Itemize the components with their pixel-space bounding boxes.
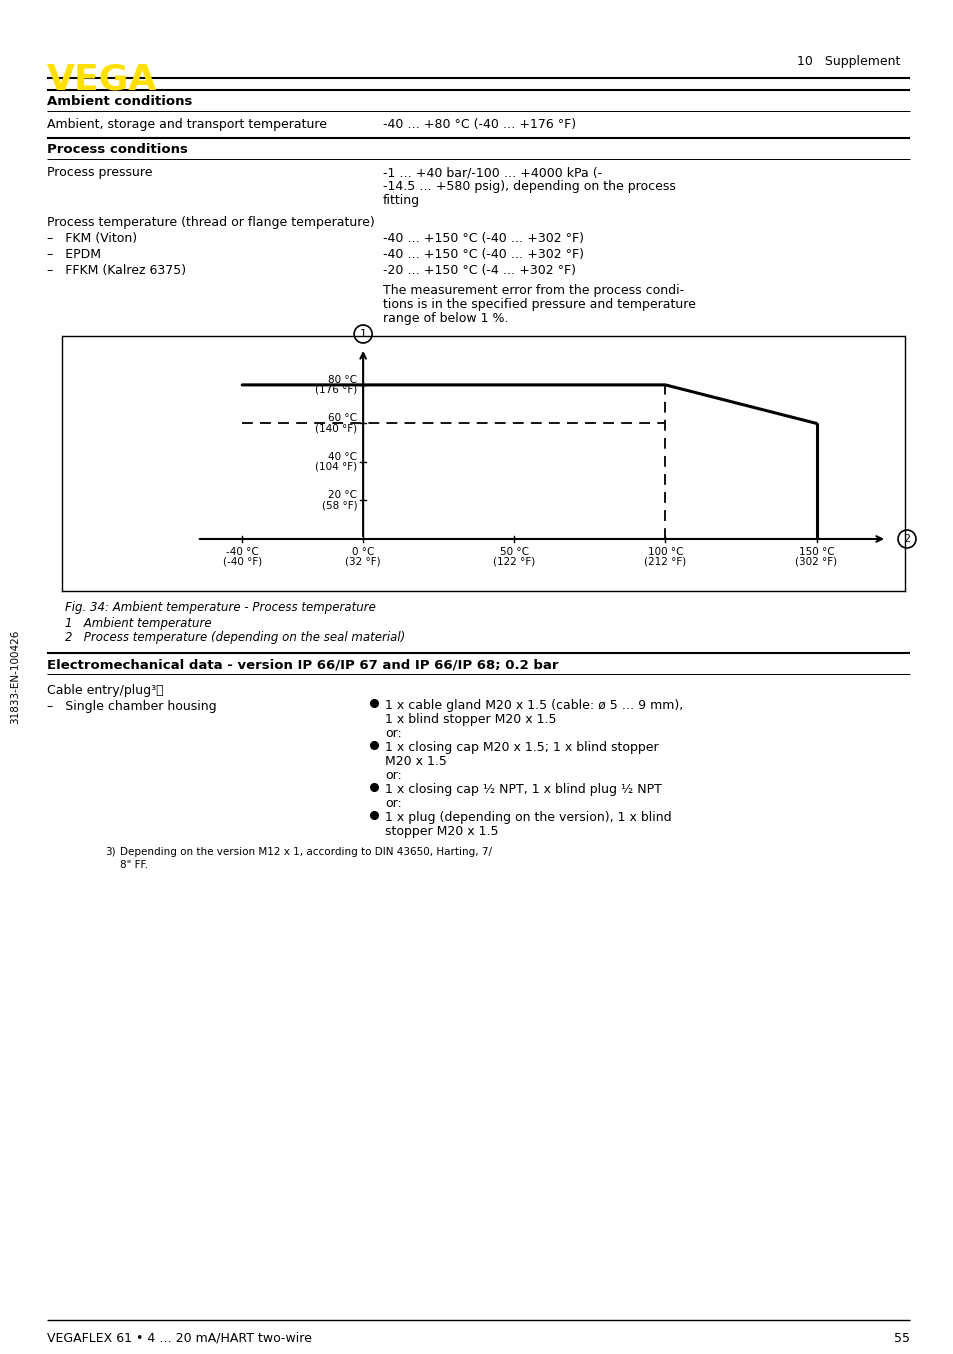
Text: 31833-EN-100426: 31833-EN-100426 [10, 630, 20, 724]
Text: -40 … +80 °C (-40 … +176 °F): -40 … +80 °C (-40 … +176 °F) [382, 118, 576, 131]
Text: fitting: fitting [382, 194, 419, 207]
Text: 1: 1 [359, 329, 366, 338]
Text: 100 °C: 100 °C [647, 547, 682, 556]
Text: 0 °C: 0 °C [352, 547, 374, 556]
Text: VEGA: VEGA [47, 62, 157, 96]
Text: (212 °F): (212 °F) [643, 556, 686, 567]
Text: or:: or: [385, 798, 401, 810]
Text: Fig. 34: Ambient temperature - Process temperature: Fig. 34: Ambient temperature - Process t… [65, 601, 375, 613]
Text: (-40 °F): (-40 °F) [222, 556, 261, 567]
Text: tions is in the specified pressure and temperature: tions is in the specified pressure and t… [382, 298, 695, 311]
Text: (58 °F): (58 °F) [321, 501, 356, 510]
Text: Process conditions: Process conditions [47, 144, 188, 156]
Text: -40 °C: -40 °C [226, 547, 258, 556]
Text: or:: or: [385, 769, 401, 783]
Text: (302 °F): (302 °F) [795, 556, 837, 567]
Text: 80 °C: 80 °C [328, 375, 356, 385]
Text: -1 … +40 bar/-100 … +4000 kPa (-: -1 … +40 bar/-100 … +4000 kPa (- [382, 167, 601, 179]
Text: (176 °F): (176 °F) [314, 385, 356, 395]
Text: 20 °C: 20 °C [328, 490, 356, 501]
Text: 1   Ambient temperature: 1 Ambient temperature [65, 617, 212, 630]
Text: M20 x 1.5: M20 x 1.5 [385, 756, 446, 768]
Text: 2   Process temperature (depending on the seal material): 2 Process temperature (depending on the … [65, 631, 405, 645]
Text: 1 x cable gland M20 x 1.5 (cable: ø 5 … 9 mm),: 1 x cable gland M20 x 1.5 (cable: ø 5 … … [385, 699, 682, 712]
Text: (122 °F): (122 °F) [493, 556, 535, 567]
Text: –   Single chamber housing: – Single chamber housing [47, 700, 216, 714]
Text: Process pressure: Process pressure [47, 167, 152, 179]
Text: Electromechanical data - version IP 66/IP 67 and IP 66/IP 68; 0.2 bar: Electromechanical data - version IP 66/I… [47, 658, 558, 672]
Text: 1 x plug (depending on the version), 1 x blind: 1 x plug (depending on the version), 1 x… [385, 811, 671, 825]
Text: 3): 3) [105, 848, 115, 857]
Text: 10   Supplement: 10 Supplement [796, 56, 899, 69]
Text: range of below 1 %.: range of below 1 %. [382, 311, 508, 325]
Text: Depending on the version M12 x 1, according to DIN 43650, Harting, 7/: Depending on the version M12 x 1, accord… [120, 848, 492, 857]
Text: 8" FF.: 8" FF. [120, 860, 148, 871]
Text: stopper M20 x 1.5: stopper M20 x 1.5 [385, 825, 498, 838]
Text: (104 °F): (104 °F) [314, 462, 356, 473]
Text: (140 °F): (140 °F) [314, 424, 356, 433]
Text: 40 °C: 40 °C [328, 452, 356, 462]
Text: -14.5 … +580 psig), depending on the process: -14.5 … +580 psig), depending on the pro… [382, 180, 675, 194]
Text: 2: 2 [902, 533, 909, 544]
Text: 50 °C: 50 °C [499, 547, 528, 556]
Text: 1 x closing cap M20 x 1.5; 1 x blind stopper: 1 x closing cap M20 x 1.5; 1 x blind sto… [385, 741, 658, 754]
Text: –   EPDM: – EPDM [47, 248, 101, 261]
Text: –   FKM (Viton): – FKM (Viton) [47, 232, 137, 245]
Text: Ambient, storage and transport temperature: Ambient, storage and transport temperatu… [47, 118, 327, 131]
Text: 60 °C: 60 °C [328, 413, 356, 424]
Text: 1 x closing cap ½ NPT, 1 x blind plug ½ NPT: 1 x closing cap ½ NPT, 1 x blind plug ½ … [385, 783, 661, 796]
Text: –   FFKM (Kalrez 6375): – FFKM (Kalrez 6375) [47, 264, 186, 278]
Text: -20 … +150 °C (-4 … +302 °F): -20 … +150 °C (-4 … +302 °F) [382, 264, 576, 278]
Text: Cable entry/plug³⧩: Cable entry/plug³⧩ [47, 684, 164, 697]
Text: 55: 55 [893, 1331, 909, 1345]
Text: VEGAFLEX 61 • 4 … 20 mA/HART two-wire: VEGAFLEX 61 • 4 … 20 mA/HART two-wire [47, 1331, 312, 1345]
Text: 1 x blind stopper M20 x 1.5: 1 x blind stopper M20 x 1.5 [385, 714, 556, 726]
Text: -40 … +150 °C (-40 … +302 °F): -40 … +150 °C (-40 … +302 °F) [382, 248, 583, 261]
Text: or:: or: [385, 727, 401, 741]
Text: -40 … +150 °C (-40 … +302 °F): -40 … +150 °C (-40 … +302 °F) [382, 232, 583, 245]
Text: 150 °C: 150 °C [798, 547, 834, 556]
Text: The measurement error from the process condi-: The measurement error from the process c… [382, 284, 683, 297]
Text: Ambient conditions: Ambient conditions [47, 95, 193, 108]
Text: Process temperature (thread or flange temperature): Process temperature (thread or flange te… [47, 217, 375, 229]
Text: (32 °F): (32 °F) [345, 556, 380, 567]
